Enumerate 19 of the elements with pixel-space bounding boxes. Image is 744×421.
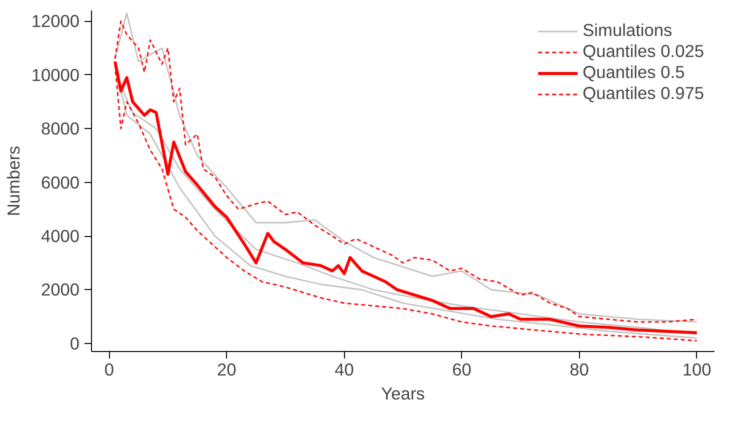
legend-label: Quantiles 0.025 [582,41,704,62]
x-tick-label: 80 [570,360,589,380]
legend-label: Quantiles 0.5 [582,62,685,83]
x-tick-label: 60 [452,360,472,380]
y-tick-label: 2000 [40,280,80,300]
x-axis-title: Years [381,384,426,404]
x-tick-label: 20 [217,360,236,380]
y-tick-label: 0 [70,333,80,354]
y-axis-title: Numbers [3,146,24,216]
y-tick-label: 6000 [40,172,80,192]
x-tick-label: 0 [104,360,114,380]
y-tick-label: 10000 [31,64,80,85]
y-tick-label: 4000 [40,226,80,246]
x-tick-label: 40 [334,360,354,380]
y-tick-label: 12000 [31,11,80,32]
legend-label: Quantiles 0.975 [582,83,704,104]
x-tick-label: 100 [682,360,712,380]
legend-label: Simulations [582,20,672,41]
y-tick-label: 8000 [40,118,80,139]
